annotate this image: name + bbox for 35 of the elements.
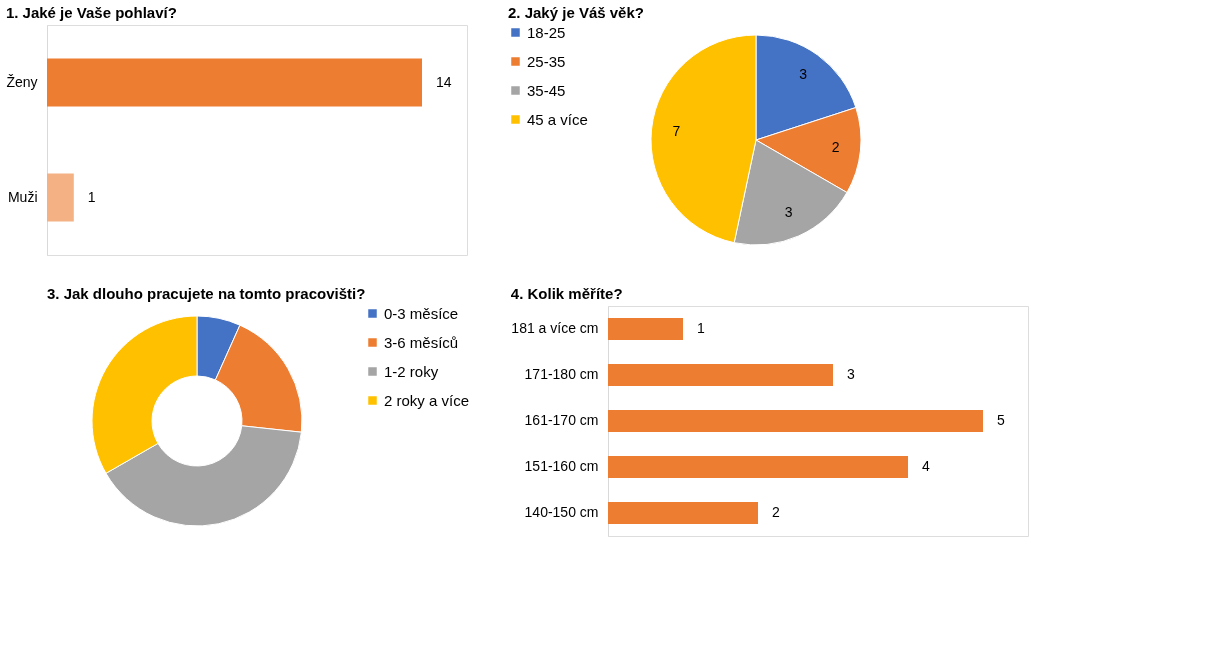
bar	[608, 456, 908, 478]
legend-label: 2 roky a více	[384, 391, 470, 409]
legend-label: 45 a více	[527, 110, 588, 128]
y-tick-label: 140-150 cm	[524, 504, 599, 520]
chart-title: 4. Kolik měříte?	[510, 285, 623, 302]
y-tick-label: 151-160 cm	[524, 458, 599, 474]
legend-label: 18-25	[527, 23, 566, 41]
bar	[608, 364, 833, 386]
y-tick-label: 171-180 cm	[524, 366, 599, 382]
data-label: 14	[436, 73, 452, 90]
legend-label: 1-2 roky	[384, 362, 439, 380]
data-label: 5	[997, 412, 1005, 428]
chart-title: 1. Jaké je Vaše pohlaví?	[5, 4, 177, 21]
data-label: 3	[847, 366, 855, 382]
bar	[608, 502, 758, 524]
data-label: 2	[772, 504, 780, 520]
y-tick-label: 181 a více cm	[511, 320, 599, 336]
legend-label: 3-6 měsíců	[384, 333, 459, 351]
data-label: 3	[799, 66, 808, 83]
data-label: 2	[831, 139, 840, 156]
data-label: 1	[87, 188, 96, 205]
data-label: 4	[922, 458, 930, 474]
y-tick-label: 161-170 cm	[524, 412, 599, 428]
data-label: 7	[672, 122, 681, 139]
data-label: 3	[784, 204, 793, 221]
y-tick-label: Muži	[7, 188, 38, 205]
bar	[608, 318, 683, 340]
legend-label: 0-3 měsíce	[384, 304, 459, 322]
legend-label: 25-35	[527, 52, 566, 70]
data-label: 1	[697, 320, 705, 336]
legend-label: 35-45	[527, 81, 566, 99]
bar	[608, 410, 983, 432]
chart-title: 2. Jaký je Váš věk?	[508, 4, 644, 21]
chart-title: 3. Jak dlouho pracujete na tomto pracovišti?	[47, 285, 366, 302]
y-tick-label: Ženy	[6, 73, 38, 90]
